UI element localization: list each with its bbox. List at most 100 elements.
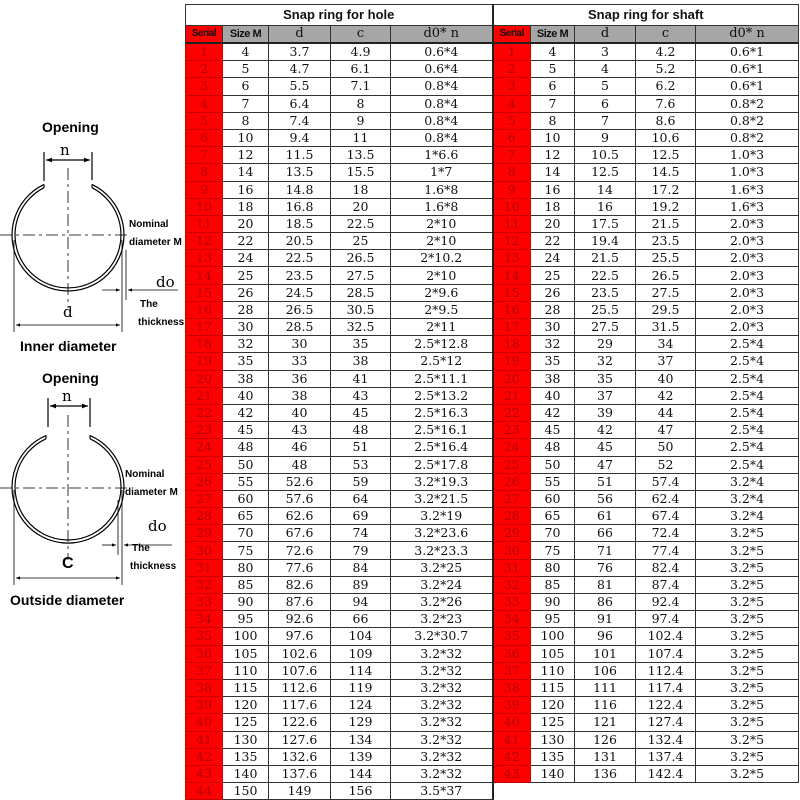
shaft-cell-d0-n: 1.6*3 (694, 197, 800, 216)
hole-cell-d: 87.6 (268, 592, 331, 612)
shaft-cell-c: 77.4 (635, 541, 696, 560)
hole-cell-d0-n: 3.2*32 (390, 764, 493, 784)
table-row: 11 20 18.5 22.5 2*10 11 20 17.5 21.5 2.0*3 (185, 214, 800, 234)
shaft-cell-c: 23.5 (635, 232, 696, 251)
shaft-cell-size-m: 12 (530, 146, 575, 165)
hole-cell-d0-n: 0.6*4 (390, 60, 493, 79)
shaft-cell-size-m: 55 (530, 472, 575, 491)
col-header-size: Size M (222, 25, 269, 44)
hole-cell-d0-n: 2.5*16.3 (390, 403, 493, 423)
shaft-cell-c: 50 (635, 438, 696, 457)
hole-cell-size-m: 140 (222, 764, 269, 784)
shaft-cell-c: 5.2 (635, 60, 696, 79)
shaft-cell-c: 122.4 (635, 696, 696, 715)
shaft-cell-d0-n: 3.2*5 (694, 764, 800, 784)
shaft-cell-size-m: 26 (530, 283, 575, 302)
shaft-cell-d0-n: 2.5*4 (694, 455, 800, 474)
shaft-cell-c: 10.6 (635, 128, 696, 148)
hole-cell-size-m: 105 (222, 644, 269, 663)
hole-cell-c: 41 (330, 369, 391, 388)
hole-cell-c: 53 (330, 455, 391, 474)
hole-cell-d: 22.5 (268, 249, 331, 268)
hole-cell-size-m: 120 (222, 696, 269, 715)
shaft-cell-serial: 40 (491, 713, 531, 732)
hole-cell-size-m: 12 (222, 146, 269, 165)
shaft-cell-size-m: 80 (530, 558, 575, 577)
hole-cell-c: 8 (330, 94, 391, 113)
shaft-empty-cell (574, 782, 636, 800)
hole-cell-serial: 1 (185, 42, 223, 62)
shaft-table-title: Snap ring for shaft (491, 4, 800, 26)
table-row: 17 30 28.5 32.5 2*11 17 30 27.5 31.5 2.0*3 (185, 317, 800, 337)
hole-cell-serial: 21 (185, 386, 223, 405)
shaft-empty-cell (491, 782, 531, 800)
shaft-cell-serial: 37 (491, 661, 531, 680)
snap-ring-table: Snap ring for hole Snap ring for shaft S… (185, 4, 800, 800)
shaft-cell-d0-n: 3.2*5 (694, 644, 800, 663)
shaft-cell-c: 7.6 (635, 94, 696, 113)
shaft-cell-d: 76 (574, 558, 636, 577)
hole-cell-d: 4.7 (268, 60, 331, 79)
hole-cell-serial: 41 (185, 730, 223, 749)
shaft-cell-size-m: 30 (530, 317, 575, 337)
hole-cell-serial: 9 (185, 180, 223, 199)
shaft-cell-d: 14 (574, 180, 636, 199)
shaft-cell-c: 107.4 (635, 644, 696, 663)
table-row: 44 150 149 156 3.5*37 (185, 782, 799, 800)
shaft-cell-size-m: 5 (530, 60, 575, 79)
shaft-cell-c: 142.4 (635, 764, 696, 784)
hole-cell-size-m: 55 (222, 472, 269, 491)
table-row: 43 140 137.6 144 3.2*32 43 140 136 142.4 3.2*5 (185, 764, 800, 784)
shaft-cell-d0-n: 2.5*4 (694, 369, 800, 388)
shaft-cell-d0-n: 3.2*5 (694, 610, 800, 629)
shaft-cell-d: 61 (574, 507, 636, 526)
shaft-cell-d0-n: 2.0*3 (694, 300, 800, 320)
table-row: 7 12 11.5 13.5 1*6.6 7 12 10.5 12.5 1.0*3 (185, 146, 800, 165)
shaft-empty-cell (530, 782, 575, 800)
hole-cell-serial: 17 (185, 317, 223, 337)
hole-cell-c: 48 (330, 421, 391, 440)
shaft-cell-d0-n: 3.2*4 (694, 489, 800, 509)
col-header-d: d (574, 25, 636, 44)
shaft-cell-c: 47 (635, 421, 696, 440)
hole-cell-d0-n: 2*10.2 (390, 249, 493, 268)
hole-cell-serial: 11 (185, 214, 223, 234)
hole-cell-serial: 10 (185, 197, 223, 216)
shaft-cell-serial: 2 (491, 60, 531, 79)
hole-cell-c: 66 (330, 610, 391, 629)
shaft-cell-size-m: 18 (530, 197, 575, 216)
shaft-cell-serial: 36 (491, 644, 531, 663)
shaft-cell-d0-n: 3.2*5 (694, 558, 800, 577)
col-header-d0n: d0* n (390, 25, 493, 44)
hole-cell-c: 109 (330, 644, 391, 663)
table-row: 42 135 132.6 139 3.2*32 42 135 131 137.4 3.2*5 (185, 747, 800, 766)
shaft-cell-size-m: 65 (530, 507, 575, 526)
shaft-cell-d: 66 (574, 524, 636, 543)
hole-cell-d: 112.6 (268, 678, 331, 698)
opening-label: Opening (42, 370, 99, 386)
shaft-cell-serial: 25 (491, 455, 531, 474)
shaft-cell-serial: 9 (491, 180, 531, 199)
hole-cell-size-m: 14 (222, 163, 269, 182)
table-row: 10 18 16.8 20 1.6*8 10 18 16 19.2 1.6*3 (185, 197, 800, 216)
shaft-cell-serial: 35 (491, 627, 531, 646)
table-row: 14 25 23.5 27.5 2*10 14 25 22.5 26.5 2.0*3 (185, 266, 800, 285)
hole-cell-serial: 32 (185, 575, 223, 595)
shaft-cell-d: 7 (574, 111, 636, 130)
hole-cell-d0-n: 3.2*24 (390, 575, 493, 595)
table-row: 24 48 46 51 2.5*16.4 24 48 45 50 2.5*4 (185, 438, 800, 457)
table-row: 30 75 72.6 79 3.2*23.3 30 75 71 77.4 3.2*5 (185, 541, 800, 560)
hole-cell-c: 64 (330, 489, 391, 509)
shaft-cell-size-m: 120 (530, 696, 575, 715)
shaft-cell-size-m: 105 (530, 644, 575, 663)
hole-cell-serial: 30 (185, 541, 223, 560)
hole-cell-serial: 42 (185, 747, 223, 766)
hole-cell-c: 9 (330, 111, 391, 130)
opening-label: Opening (42, 119, 99, 135)
hole-cell-serial: 43 (185, 764, 223, 784)
hole-cell-c: 144 (330, 764, 391, 784)
shaft-cell-serial: 39 (491, 696, 531, 715)
shaft-cell-c: 25.5 (635, 249, 696, 268)
shaft-cell-d: 56 (574, 489, 636, 509)
shaft-cell-size-m: 115 (530, 678, 575, 698)
